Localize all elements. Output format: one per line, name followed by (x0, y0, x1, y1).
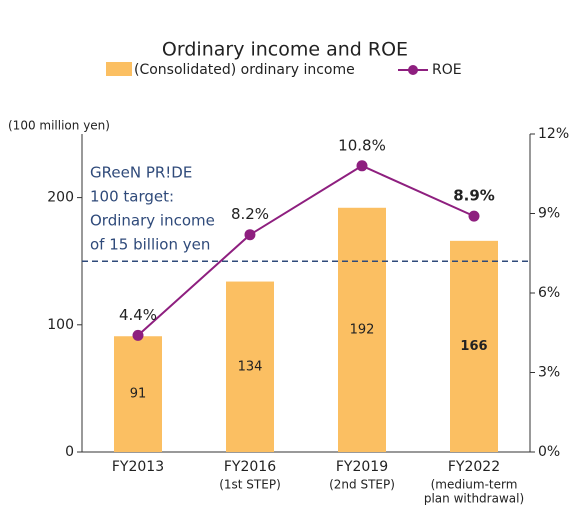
roe-label: 8.9% (453, 187, 495, 205)
bar (338, 207, 386, 452)
annotation: of 15 billion yen (90, 236, 210, 254)
annotation: 100 target: (90, 188, 174, 206)
roe-label: 10.8% (338, 136, 386, 154)
y2-tick-label: 3% (538, 365, 560, 381)
y2-tick-label: 12% (538, 126, 569, 142)
roe-label: 8.2% (231, 205, 269, 223)
x-tick-note: plan withdrawal) (424, 492, 524, 506)
annotation: Ordinary income (90, 212, 215, 230)
y-axis-label: (100 million yen) (8, 119, 110, 133)
y2-tick-label: 9% (538, 206, 560, 222)
x-tick-label: FY2013 (112, 459, 164, 475)
legend-label: ROE (432, 62, 462, 78)
x-tick-label: FY2016 (224, 459, 276, 475)
roe-marker (132, 329, 144, 341)
y-tick-label: 200 (47, 190, 74, 206)
legend-label: (Consolidated) ordinary income (134, 62, 355, 78)
roe-line (137, 164, 475, 337)
legend-marker (408, 65, 418, 75)
x-tick-label: FY2019 (336, 459, 388, 475)
bar (450, 240, 498, 452)
bar-label: 91 (130, 387, 147, 402)
roe-label: 4.4% (119, 306, 157, 324)
bar (114, 336, 162, 452)
x-tick-note: (medium-term (431, 478, 518, 492)
annotation: GReeN PR!DE (90, 164, 192, 182)
legend-swatch (106, 62, 132, 76)
y-tick-label: 0 (65, 444, 74, 460)
bar-label: 166 (460, 339, 487, 354)
x-tick-label: FY2022 (448, 459, 500, 475)
bar (226, 281, 274, 452)
x-tick-note: (2nd STEP) (329, 478, 395, 492)
bar-label: 192 (350, 322, 375, 337)
x-tick-note: (1st STEP) (219, 478, 281, 492)
y2-tick-label: 6% (538, 285, 560, 301)
y2-tick-label: 0% (538, 444, 560, 460)
y-tick-label: 100 (47, 317, 74, 333)
roe-marker (356, 160, 368, 172)
chart-title: Ordinary income and ROE (162, 39, 408, 61)
roe-marker (468, 210, 480, 222)
bar-label: 134 (238, 359, 263, 374)
roe-marker (244, 229, 256, 241)
